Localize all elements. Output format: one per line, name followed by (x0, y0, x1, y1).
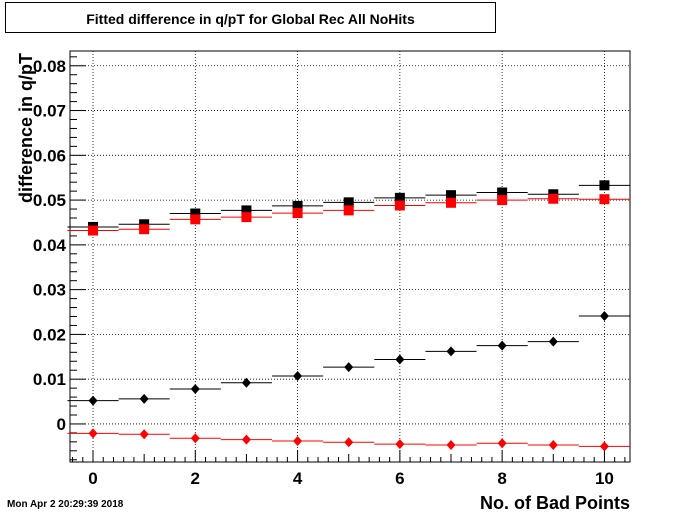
data-point-diamond (88, 428, 98, 439)
data-point-square (497, 195, 508, 206)
y-tick-label: 0.01 (33, 370, 66, 389)
y-axis-title: difference in q/pT (16, 53, 36, 203)
y-tick-label: 0.07 (33, 102, 66, 121)
y-tick-label: 0.04 (33, 236, 67, 255)
x-tick-label: 0 (88, 469, 97, 488)
data-point-diamond (293, 371, 303, 382)
y-tick-label: 0.08 (33, 57, 66, 76)
x-tick-label: 4 (293, 469, 303, 488)
data-point-diamond (293, 435, 303, 446)
data-point-diamond (88, 395, 98, 406)
x-tick-label: 8 (497, 469, 506, 488)
data-point-square (190, 208, 201, 219)
data-point-square (497, 187, 508, 198)
data-point-square (394, 200, 405, 211)
data-point-square (343, 197, 354, 208)
data-point-diamond (548, 336, 558, 347)
y-tick-label: 0.02 (33, 325, 66, 344)
data-point-square (139, 224, 150, 235)
data-point-square (394, 192, 405, 203)
y-tick-label: 0.06 (33, 146, 66, 165)
data-point-square (292, 208, 303, 219)
data-point-diamond (190, 433, 200, 444)
data-point-diamond (241, 377, 251, 388)
y-tick-label: 0 (57, 415, 66, 434)
x-axis-title: No. of Bad Points (480, 493, 630, 513)
data-point-square (599, 194, 610, 205)
data-point-square (599, 180, 610, 191)
data-point-square (241, 205, 252, 216)
data-point-square (343, 205, 354, 216)
data-point-diamond (599, 441, 609, 452)
data-point-diamond (344, 437, 354, 448)
data-point-square (241, 212, 252, 223)
data-point-square (190, 214, 201, 225)
data-point-diamond (446, 346, 456, 357)
data-point-square (446, 190, 457, 201)
data-point-diamond (497, 340, 507, 351)
x-tick-label: 2 (191, 469, 200, 488)
x-tick-label: 10 (595, 469, 614, 488)
data-point-diamond (190, 384, 200, 395)
data-point-diamond (344, 362, 354, 373)
data-point-diamond (497, 438, 507, 449)
chart-title-box: Fitted difference in q/pT for Global Rec… (5, 2, 496, 33)
x-tick-label: 6 (395, 469, 404, 488)
data-point-diamond (139, 393, 149, 404)
y-tick-label: 0.03 (33, 281, 66, 300)
data-point-diamond (139, 429, 149, 440)
data-point-square (88, 225, 99, 236)
data-point-square (548, 193, 559, 204)
data-point-square (292, 200, 303, 211)
data-point-diamond (599, 311, 609, 322)
timestamp: Mon Apr 2 20:29:39 2018 (7, 499, 124, 510)
data-point-square (446, 197, 457, 208)
data-point-diamond (395, 439, 405, 450)
data-point-diamond (241, 434, 251, 445)
data-point-diamond (446, 439, 456, 450)
y-tick-label: 0.05 (33, 191, 66, 210)
data-point-diamond (395, 354, 405, 365)
plot-frame (69, 50, 631, 463)
chart-title: Fitted difference in q/pT for Global Rec… (86, 11, 415, 27)
data-point-diamond (548, 439, 558, 450)
